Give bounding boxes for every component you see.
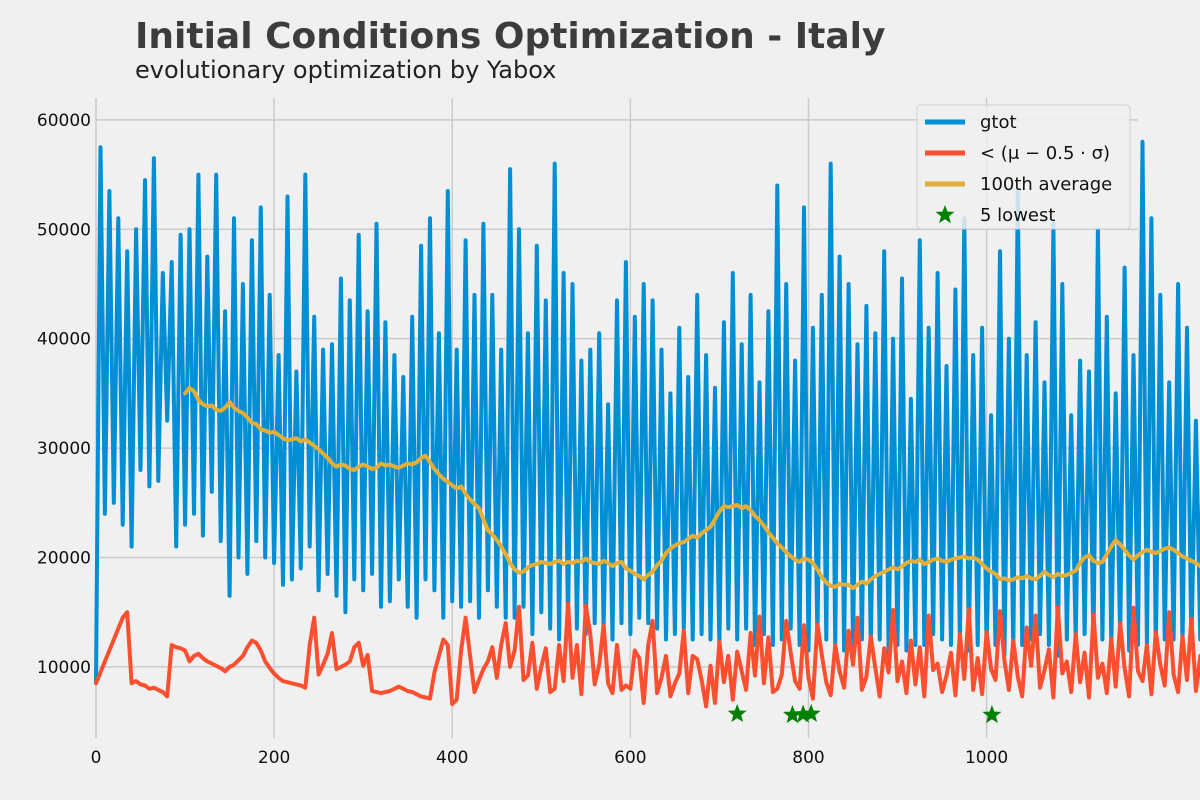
axis-ticks: 0 200 400 600 800 1000 10000 20000 30000 40000 500…	[37, 111, 1008, 768]
plot-area	[94, 139, 1200, 724]
series-line-0-5	[94, 601, 1200, 709]
legend-star-marker	[935, 205, 955, 224]
legend-box	[916, 104, 1131, 230]
x-tick-label: 1000	[965, 748, 1008, 768]
x-tick-label: 400	[436, 748, 468, 768]
y-tick-label: 20000	[37, 548, 91, 568]
x-tick-label: 800	[792, 748, 824, 768]
legend-label: 5 lowest	[980, 205, 1055, 226]
x-tick-label: 600	[614, 748, 646, 768]
lowest-point-marker	[793, 704, 813, 723]
lowest-point-marker	[727, 703, 747, 722]
chart-subtitle: evolutionary optimization by Yabox	[135, 56, 556, 84]
legend-label: 100th average	[980, 174, 1112, 195]
lowest-point-marker	[801, 703, 821, 722]
x-tick-label: 0	[91, 748, 102, 768]
y-tick-label: 60000	[37, 111, 91, 131]
chart-title: Initial Conditions Optimization - Italy	[135, 16, 885, 57]
x-tick-label: 200	[258, 748, 290, 768]
y-tick-label: 30000	[37, 439, 91, 459]
legend-label: gtot	[980, 112, 1017, 133]
lowest-point-marker	[782, 705, 802, 724]
y-tick-label: 10000	[37, 658, 91, 678]
series-line-gtot	[94, 139, 1200, 684]
y-tick-label: 40000	[37, 330, 91, 350]
legend-label: < (μ − 0.5 · σ)	[980, 143, 1110, 164]
y-tick-label: 50000	[37, 220, 91, 240]
series-line-100th-average	[183, 385, 1200, 591]
legend: gtot < (μ − 0.5 · σ) 100th average 5 lowest	[916, 104, 1131, 230]
lowest-point-marker	[982, 705, 1002, 724]
